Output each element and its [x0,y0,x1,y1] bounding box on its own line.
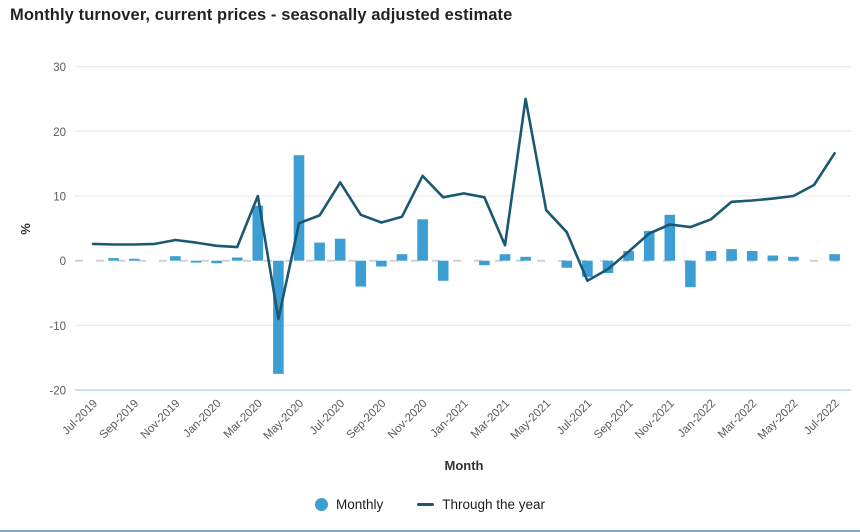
y-tick-label-20: 20 [53,127,66,139]
bar-Nov-2020[interactable] [417,219,428,261]
x-tick-label-Mar-2020: Mar-2020 [222,398,265,441]
bar-Feb-2022[interactable] [726,249,737,261]
bar-Apr-2021[interactable] [520,256,531,261]
y-tick-label-30: 30 [53,62,66,74]
x-tick-label-Jan-2020: Jan-2020 [181,398,223,440]
bar-Jan-2022[interactable] [705,251,717,261]
bar-May-2020[interactable] [293,155,305,261]
bar-Jul-2021[interactable] [582,260,593,277]
x-tick-label-Sep-2020: Sep-2020 [345,398,389,442]
bar-Feb-2021[interactable] [479,260,490,266]
bar-May-2022[interactable] [788,256,799,261]
bar-Jun-2020[interactable] [314,242,325,261]
bar-Nov-2021[interactable] [664,214,676,261]
x-tick-label-Nov-2020: Nov-2020 [386,398,430,442]
x-axis-title: Month [445,458,484,473]
legend-item-monthly[interactable]: Monthly [314,497,384,512]
x-tick-label-May-2020: May-2020 [261,398,306,443]
bar-Oct-2021[interactable] [643,230,655,261]
legend-item-through-the-year[interactable]: Through the year [417,497,545,512]
x-tick-label-Sep-2021: Sep-2021 [592,398,636,442]
chart-legend: Monthly Through the year [0,497,860,512]
bar-Mar-2020[interactable] [252,205,264,261]
bar-Sep-2019[interactable] [128,258,140,261]
bar-Oct-2020[interactable] [396,254,408,261]
x-tick-label-May-2022: May-2022 [756,398,801,443]
x-tick-label-Mar-2022: Mar-2022 [716,398,759,441]
legend-label-monthly: Monthly [335,497,384,512]
bar-Jun-2021[interactable] [561,260,573,268]
bar-Sep-2020[interactable] [376,260,387,267]
bar-Dec-2020[interactable] [437,260,449,281]
x-tick-label-May-2021: May-2021 [509,398,554,443]
bar-Mar-2021[interactable] [499,254,511,261]
legend-label-through-the-year: Through the year [442,497,546,512]
y-tick-label-0: 0 [60,256,66,268]
bar-Jul-2022[interactable] [829,254,840,261]
x-tick-label-Jul-2020: Jul-2020 [308,398,348,438]
x-tick-label-Jul-2019: Jul-2019 [60,398,100,438]
bar-Aug-2019[interactable] [108,258,119,261]
y-axis-title: % [18,223,33,235]
bar-Feb-2020[interactable] [231,257,243,261]
x-tick-label-Nov-2021: Nov-2021 [633,398,677,442]
bar-Jul-2020[interactable] [334,238,346,261]
bar-Dec-2021[interactable] [685,260,696,288]
bottom-divider [0,530,860,532]
x-tick-label-Nov-2019: Nov-2019 [139,398,183,442]
bar-Aug-2020[interactable] [355,260,367,287]
x-tick-label-Mar-2021: Mar-2021 [469,398,512,441]
chart-title: Monthly turnover, current prices - seaso… [10,6,513,24]
chart-svg: 3020100-10-20Jul-2019Sep-2019Nov-2019Jan… [18,62,851,473]
through-the-year-series-swatch-icon [417,503,435,506]
bar-Jan-2020[interactable] [211,260,222,264]
bar-Apr-2022[interactable] [767,255,779,261]
through-the-year-line[interactable] [91,97,836,321]
monthly-series-swatch-icon [314,498,328,511]
bar-Dec-2019[interactable] [190,260,202,263]
bar-Aug-2021[interactable] [602,260,614,273]
x-tick-label-Jan-2022: Jan-2022 [676,398,718,440]
y-tick-label--10: -10 [49,321,66,333]
bar-Sep-2021[interactable] [623,251,634,261]
y-tick-label-10: 10 [53,192,66,204]
bar-Mar-2022[interactable] [746,251,758,261]
x-tick-label-Jul-2022: Jul-2022 [802,398,842,438]
x-tick-label-Sep-2019: Sep-2019 [98,398,142,442]
x-tick-label-Jul-2021: Jul-2021 [555,398,595,438]
bar-Nov-2019[interactable] [170,256,181,261]
y-tick-label--20: -20 [49,386,66,398]
x-tick-label-Jan-2021: Jan-2021 [429,398,471,440]
